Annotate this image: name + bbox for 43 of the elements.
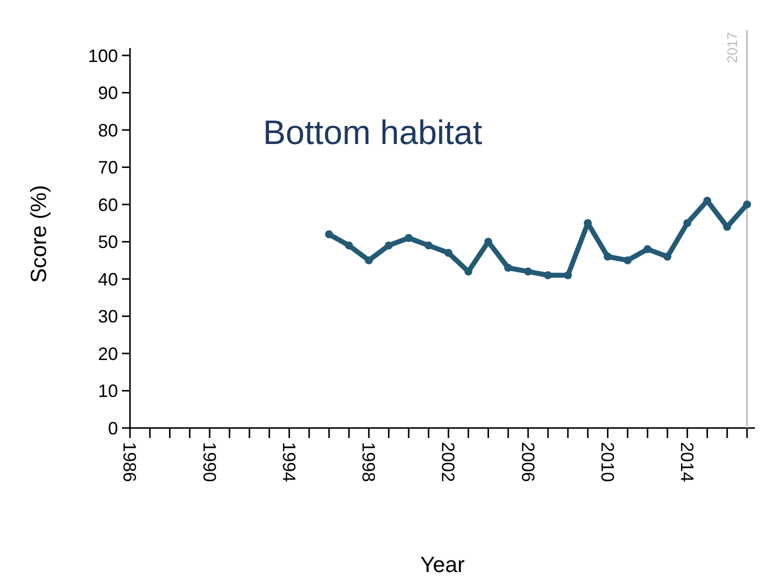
- y-tick-label: 30: [98, 306, 118, 327]
- x-tick-label: 2002: [438, 442, 458, 482]
- x-tick-label: 1994: [278, 442, 299, 482]
- point: [723, 222, 732, 231]
- y-tick-label: 20: [98, 344, 118, 364]
- x-axis-title: Year: [420, 552, 465, 577]
- point: [524, 268, 532, 276]
- x-tick-label: 1986: [120, 442, 140, 482]
- point: [703, 196, 712, 205]
- y-tick-label: 0: [108, 418, 118, 438]
- point: [544, 271, 552, 280]
- x-tick-label: 1998: [358, 442, 379, 482]
- y-tick-label: 10: [98, 381, 118, 402]
- ref-line-label: 2017: [724, 32, 740, 64]
- y-tick-label: 40: [98, 269, 118, 290]
- point: [504, 264, 512, 272]
- point: [644, 245, 652, 254]
- point: [663, 252, 672, 261]
- point: [604, 252, 612, 261]
- point: [404, 234, 413, 242]
- point: [364, 256, 373, 264]
- y-tick-label: 70: [98, 158, 118, 178]
- y-axis-title: Score (%): [26, 185, 51, 283]
- point: [624, 256, 632, 264]
- point: [683, 219, 692, 228]
- point: [344, 241, 353, 250]
- x-tick-label: 2010: [597, 442, 618, 482]
- point: [325, 230, 334, 238]
- x-tick-label: 2014: [677, 442, 698, 482]
- point: [444, 248, 452, 257]
- y-tick-label: 80: [98, 120, 118, 140]
- point: [564, 271, 572, 280]
- point: [384, 241, 393, 250]
- text: Bottom habitat: [263, 114, 483, 152]
- y-tick-label: 60: [98, 194, 118, 215]
- y-tick-label: 90: [98, 83, 118, 104]
- point: [743, 200, 752, 208]
- y-tick-label: 100: [88, 46, 118, 66]
- y-tick-label: 50: [98, 232, 118, 252]
- x-tick-label: 2006: [518, 442, 538, 482]
- point: [464, 268, 472, 276]
- point: [424, 241, 433, 250]
- x-tick-label: 1990: [199, 442, 220, 482]
